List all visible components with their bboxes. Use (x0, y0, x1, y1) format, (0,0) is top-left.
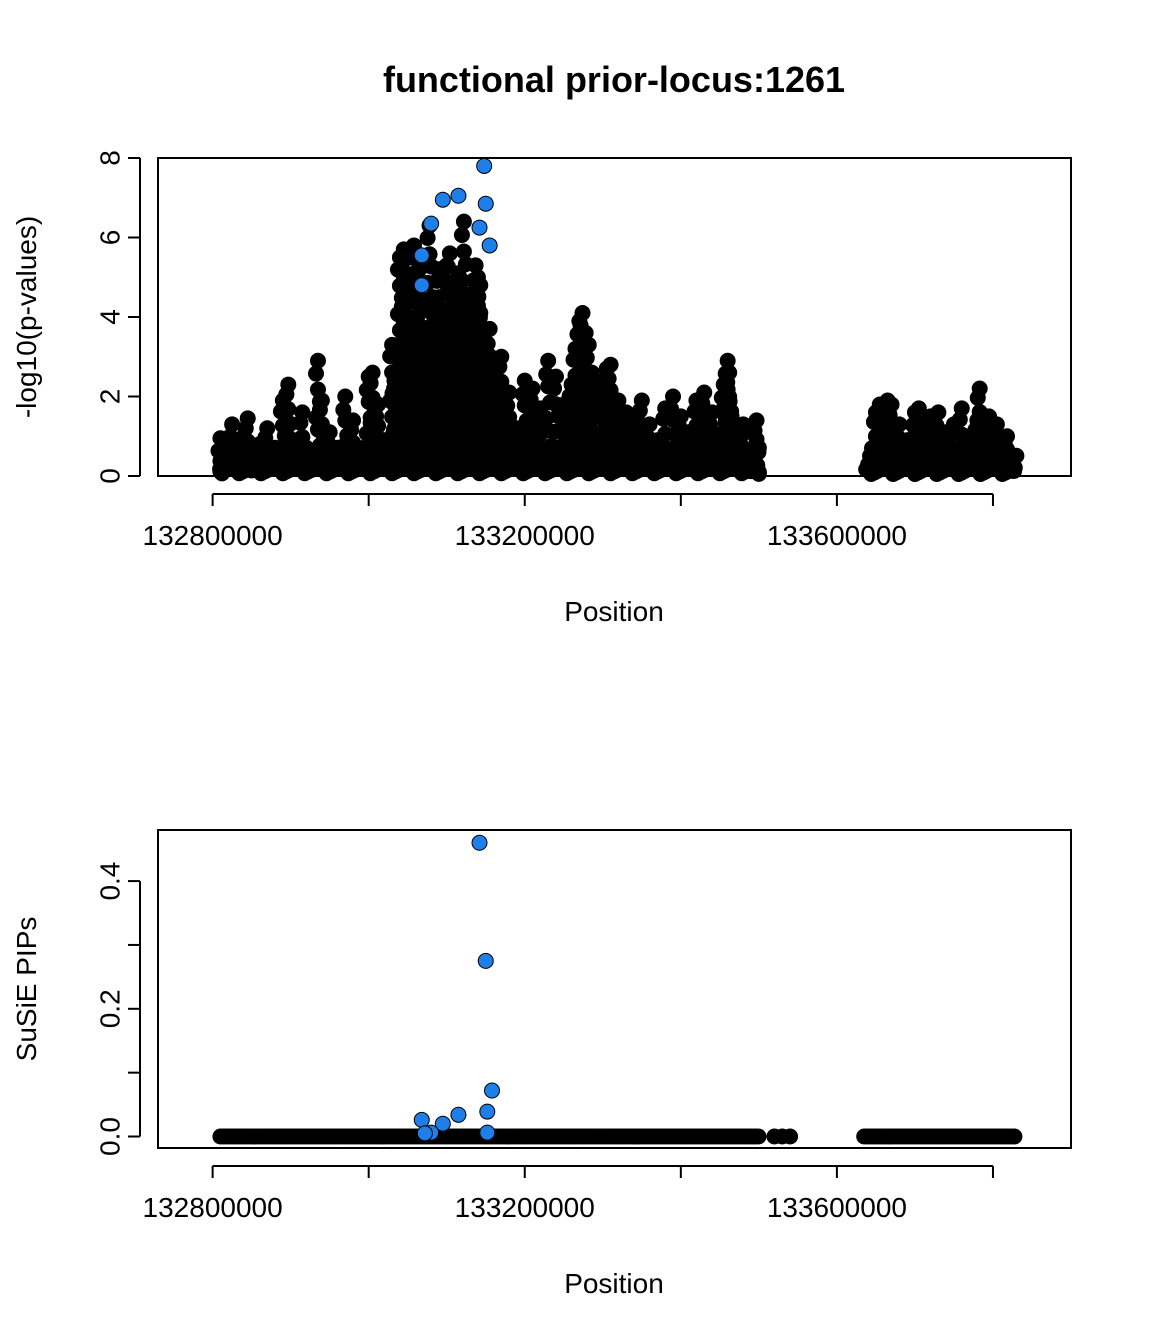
top-point (280, 401, 297, 418)
top-point (441, 245, 458, 262)
top-x-tick-label: 133200000 (455, 520, 595, 551)
bottom-highlight-point (479, 1103, 496, 1120)
top-point (631, 402, 648, 419)
bottom-x-tick-label: 132800000 (143, 1192, 283, 1223)
bottom-y-tick-label: 0.4 (94, 862, 125, 901)
bottom-x-axis-label: Position (564, 1268, 664, 1299)
top-point (602, 356, 619, 373)
top-point (951, 411, 968, 428)
bottom-y-axis: 0.0 0.2 0.4 (94, 862, 141, 1156)
top-point (969, 389, 986, 406)
top-panel: 132800000 133200000 133600000 0 2 4 6 8 Positi… (11, 150, 1072, 627)
top-highlight-point (450, 187, 467, 204)
top-point (292, 414, 309, 431)
top-point (311, 401, 328, 418)
bottom-highlight-point (413, 1111, 430, 1128)
top-highlight-point (434, 191, 451, 208)
top-y-axis-label: -log10(p-values) (11, 216, 42, 418)
bottom-point (782, 1128, 799, 1145)
top-points-layer (210, 157, 1025, 483)
bottom-highlight-point (416, 1125, 433, 1142)
bottom-panel: 132800000 133200000 133600000 0.0 0.2 0.4 Po… (11, 829, 1072, 1299)
top-point (719, 374, 736, 391)
top-highlight-point (413, 277, 430, 294)
top-highlight-point (481, 237, 498, 254)
chart-title: functional prior-locus:1261 (383, 59, 845, 100)
top-point (749, 457, 766, 474)
top-point (455, 213, 472, 230)
top-highlight-point (476, 157, 493, 174)
bottom-y-tick-label: 0.0 (94, 1117, 125, 1156)
top-y-tick-label: 8 (94, 150, 125, 166)
top-y-tick-label: 2 (94, 389, 125, 405)
bottom-y-axis-label: SuSiE PIPs (11, 917, 42, 1062)
top-y-axis: 0 2 4 6 8 (94, 150, 141, 484)
top-y-tick-label: 6 (94, 230, 125, 246)
top-point (546, 380, 563, 397)
bottom-point (750, 1128, 767, 1145)
top-point (419, 229, 436, 246)
bottom-highlight-point (434, 1115, 451, 1132)
bottom-x-axis: 132800000 133200000 133600000 (143, 1165, 994, 1223)
top-point (721, 388, 738, 405)
top-point (694, 395, 711, 412)
top-point (308, 365, 325, 382)
top-point (501, 384, 518, 401)
top-point (472, 304, 489, 321)
top-highlight-point (423, 215, 440, 232)
bottom-x-tick-label: 133600000 (767, 1192, 907, 1223)
top-point (1008, 447, 1025, 464)
top-point (362, 375, 379, 392)
bottom-points-layer (212, 834, 1023, 1145)
top-x-tick-label: 133600000 (767, 520, 907, 551)
top-x-tick-label: 132800000 (143, 520, 283, 551)
bottom-highlight-point (477, 952, 494, 969)
top-highlight-point (477, 195, 494, 212)
bottom-y-tick-label: 0.2 (94, 989, 125, 1028)
top-y-tick-label: 4 (94, 309, 125, 325)
top-point (470, 288, 487, 305)
bottom-highlight-point (483, 1082, 500, 1099)
bottom-x-tick-label: 133200000 (455, 1192, 595, 1223)
top-highlight-point (413, 247, 430, 264)
bottom-highlight-point (450, 1106, 467, 1123)
top-point (540, 352, 557, 369)
bottom-highlight-point (479, 1124, 496, 1141)
top-x-axis-label: Position (564, 596, 664, 627)
top-point (750, 439, 767, 456)
top-point (491, 358, 508, 375)
top-point (337, 388, 354, 405)
top-point (278, 386, 295, 403)
top-point (481, 320, 498, 337)
bottom-point (1006, 1128, 1023, 1145)
top-y-tick-label: 0 (94, 468, 125, 484)
bottom-highlight-point (471, 834, 488, 851)
top-point (501, 409, 518, 426)
bottom-plot-frame (157, 829, 1072, 1149)
top-point (370, 417, 387, 434)
top-point (578, 349, 595, 366)
top-point (453, 226, 470, 243)
top-point (237, 420, 254, 437)
top-highlight-point (471, 219, 488, 236)
top-x-axis: 132800000 133200000 133600000 (143, 493, 994, 551)
